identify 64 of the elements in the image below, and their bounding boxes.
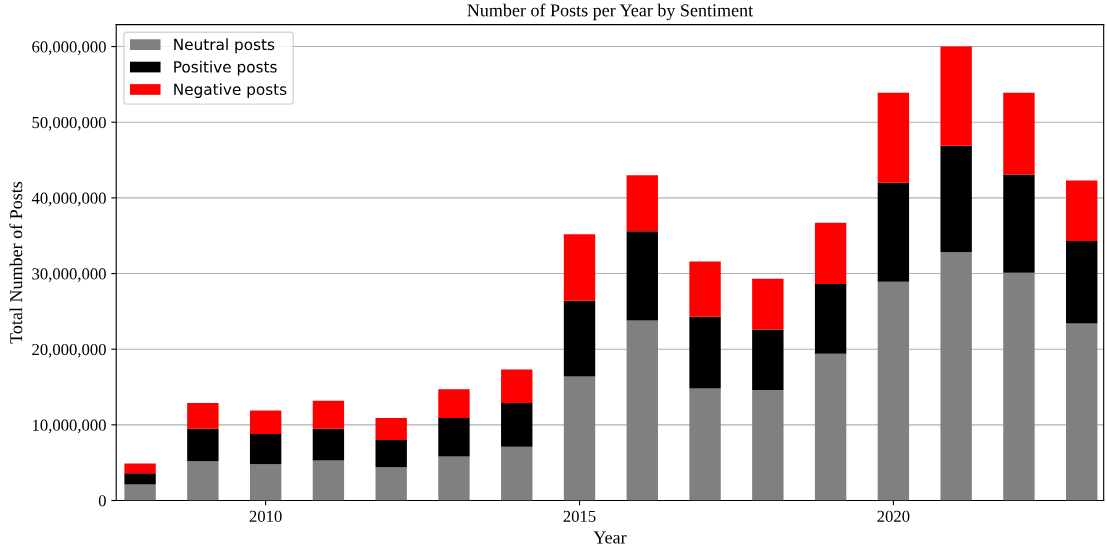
- bar: [814, 222, 847, 285]
- bar: [752, 390, 784, 501]
- bar: [312, 428, 345, 461]
- bar: [752, 278, 784, 330]
- bar: [1003, 272, 1035, 501]
- bar: [312, 400, 345, 429]
- bar: [249, 410, 282, 434]
- bar: [124, 484, 156, 501]
- bar: [877, 182, 910, 282]
- y-tick-label: 30,000,000: [32, 268, 106, 282]
- bar: [124, 473, 156, 485]
- bar: [187, 461, 219, 501]
- bar: [563, 234, 596, 301]
- bar: [1066, 241, 1098, 324]
- bar: [1066, 180, 1098, 241]
- legend-label: Positive posts: [174, 60, 277, 76]
- legend-label: Negative posts: [174, 83, 287, 98]
- bar: [501, 369, 533, 403]
- bar: [877, 281, 910, 501]
- bar: [438, 418, 470, 457]
- bar: [940, 46, 972, 146]
- bar: [312, 460, 345, 501]
- bar: [563, 376, 596, 501]
- bar: [689, 261, 721, 317]
- y-tick-label: 50,000,000: [32, 116, 106, 131]
- bar: [814, 284, 847, 354]
- bar: [626, 320, 658, 501]
- bar: [877, 92, 910, 183]
- bar: [249, 464, 282, 501]
- x-axis-title: Year: [593, 531, 627, 544]
- y-tick-label: 40,000,000: [31, 192, 106, 207]
- y-tick-label: 10,000,000: [32, 419, 106, 434]
- bar: [1003, 174, 1035, 273]
- bar: [187, 402, 219, 429]
- bar: [626, 175, 658, 232]
- chart-title: Number of Posts per Year by Sentiment: [467, 3, 754, 21]
- bar: [940, 252, 972, 501]
- legend-label: Neutral posts: [174, 38, 275, 54]
- bar: [438, 456, 470, 501]
- bar: [1003, 92, 1035, 175]
- bar: [626, 231, 658, 321]
- x-tick-label: 2010: [249, 510, 282, 522]
- y-axis-title: Total Number of Posts: [9, 181, 23, 344]
- bar: [375, 439, 407, 468]
- x-tick-label: 2015: [563, 510, 596, 522]
- y-tick-label: 0: [98, 495, 106, 507]
- bar: [752, 329, 784, 391]
- bar: [187, 428, 219, 462]
- bar: [1066, 323, 1098, 501]
- bar: [375, 467, 407, 501]
- bar: [438, 389, 470, 419]
- x-tick-label: 2020: [877, 510, 910, 522]
- bar: [501, 446, 533, 501]
- y-tick-label: 20,000,000: [32, 343, 106, 358]
- bar: [689, 316, 721, 389]
- bar: [563, 300, 596, 377]
- bar: [814, 353, 847, 501]
- y-tick-label: 60,000,000: [32, 41, 106, 55]
- bar: [689, 388, 721, 501]
- bar: [940, 145, 972, 253]
- bar: [249, 433, 282, 465]
- bar: [501, 402, 533, 447]
- bar: [124, 463, 156, 474]
- bar: [375, 418, 407, 440]
